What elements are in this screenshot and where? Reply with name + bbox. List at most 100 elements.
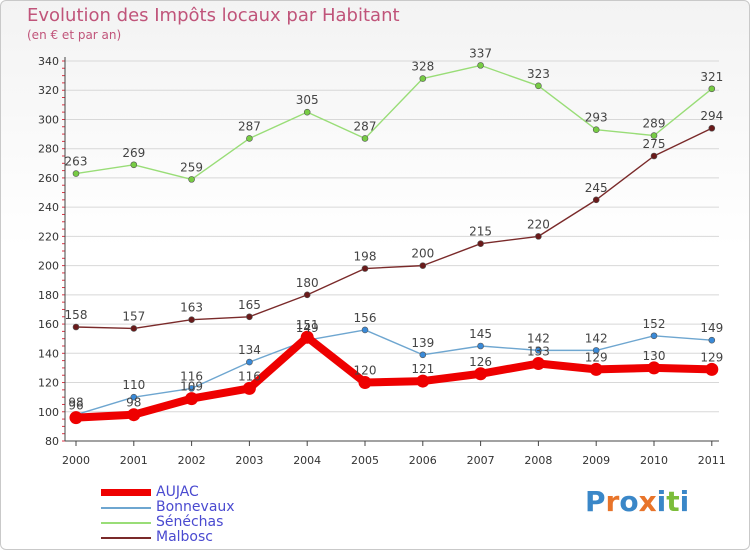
x-tick-label-2005: 2005: [351, 454, 379, 467]
data-label-malbosc-2010: 275: [643, 137, 666, 151]
point-malbosc-2000: [72, 323, 80, 331]
data-label-aujac-2006: 121: [411, 362, 434, 376]
point-se-ne-chas-2001: [130, 161, 138, 169]
data-label-aujac-2004: 151: [296, 318, 319, 332]
legend-swatch: [101, 506, 151, 509]
data-label-aujac-2003: 116: [238, 369, 261, 383]
point-malbosc-2002: [188, 316, 195, 323]
point-aujac-2004: [300, 330, 314, 344]
y-tick-label-100: 100: [38, 406, 59, 419]
logo-letter: x: [638, 485, 657, 518]
point-malbosc-2007: [477, 240, 484, 247]
data-label-se-ne-chas-2008: 323: [527, 67, 550, 81]
data-label-malbosc-2000: 158: [65, 308, 88, 322]
point-malbosc-2004: [303, 291, 311, 299]
data-label-aujac-2001: 98: [126, 396, 141, 410]
chart-title: Evolution des Impôts locaux par Habitant: [27, 5, 400, 26]
data-label-malbosc-2008: 220: [527, 217, 550, 231]
point-bonnevaux-2007: [477, 342, 484, 350]
point-bonnevaux-2010: [650, 332, 658, 340]
logo-letter: i: [656, 485, 667, 518]
data-label-se-ne-chas-2005: 287: [354, 119, 377, 133]
point-se-ne-chas-2006: [419, 75, 427, 82]
data-label-bonnevaux-2009: 142: [585, 331, 608, 345]
data-label-se-ne-chas-2000: 263: [65, 155, 88, 169]
point-malbosc-2005: [361, 265, 369, 272]
data-label-aujac-2000: 96: [68, 399, 83, 413]
data-label-aujac-2009: 129: [585, 350, 608, 364]
logo-letter: i: [679, 485, 690, 518]
data-label-bonnevaux-2003: 134: [238, 343, 261, 357]
x-tick-label-2008: 2008: [524, 454, 552, 467]
point-se-ne-chas-2003: [246, 135, 253, 142]
data-label-se-ne-chas-2004: 305: [296, 93, 319, 107]
point-se-ne-chas-2010: [650, 132, 658, 139]
data-label-se-ne-chas-2010: 289: [643, 117, 666, 131]
point-se-ne-chas-2009: [592, 126, 600, 133]
point-se-ne-chas-2005: [361, 135, 369, 142]
point-aujac-2010: [647, 361, 661, 375]
x-tick-label-2007: 2007: [467, 454, 495, 467]
point-aujac-2008: [531, 357, 545, 371]
data-label-malbosc-2001: 157: [122, 309, 145, 323]
x-tick-label-2004: 2004: [293, 454, 321, 467]
logo-letter: o: [619, 485, 639, 518]
legend-swatch: [101, 536, 151, 539]
y-tick-label-220: 220: [38, 230, 59, 243]
x-tick-label-2000: 2000: [62, 454, 90, 467]
y-tick-label-140: 140: [38, 347, 59, 360]
point-se-ne-chas-2002: [188, 176, 195, 183]
logo-letter: t: [666, 485, 680, 518]
y-tick-label-120: 120: [38, 377, 59, 390]
legend-label: Sénéchas: [156, 514, 224, 530]
y-tick-label-80: 80: [45, 435, 59, 448]
legend-item: Bonnevaux: [101, 500, 235, 515]
point-bonnevaux-2008: [535, 347, 542, 354]
x-tick-label-2009: 2009: [582, 454, 610, 467]
point-aujac-2006: [416, 374, 430, 388]
point-aujac-2009: [589, 362, 603, 376]
data-label-malbosc-2009: 245: [585, 181, 608, 195]
data-label-se-ne-chas-2002: 259: [180, 160, 203, 174]
data-label-malbosc-2002: 163: [180, 301, 203, 315]
logo-letter: r: [605, 485, 620, 518]
data-label-se-ne-chas-2003: 287: [238, 119, 261, 133]
point-aujac-2002: [185, 392, 199, 406]
series-line-bonnevaux: [75, 329, 713, 416]
y-tick-label-320: 320: [38, 84, 59, 97]
point-aujac-2011: [705, 362, 719, 376]
point-aujac-2003: [242, 381, 256, 395]
series-line-se-ne-chas: [75, 64, 713, 181]
point-se-ne-chas-2000: [72, 170, 80, 177]
data-label-aujac-2007: 126: [469, 355, 492, 369]
point-bonnevaux-2003: [246, 358, 253, 366]
point-bonnevaux-2005: [361, 326, 369, 334]
data-label-se-ne-chas-2009: 293: [585, 111, 608, 125]
data-label-se-ne-chas-2007: 337: [469, 46, 492, 60]
data-label-bonnevaux-2001: 110: [122, 378, 145, 392]
legend-label: Bonnevaux: [156, 499, 235, 515]
point-malbosc-2008: [535, 233, 542, 240]
data-label-bonnevaux-2002: 116: [180, 369, 203, 383]
legend-item: Sénéchas: [101, 515, 235, 530]
chart-subtitle: (en € et par an): [27, 28, 122, 42]
data-label-se-ne-chas-2011: 321: [700, 70, 723, 84]
y-tick-label-200: 200: [38, 260, 59, 273]
y-tick-label-300: 300: [38, 113, 59, 126]
point-aujac-2007: [474, 367, 488, 381]
y-tick-label-180: 180: [38, 289, 59, 302]
y-tick-label-340: 340: [38, 55, 59, 68]
data-label-malbosc-2006: 200: [411, 247, 434, 261]
point-se-ne-chas-2011: [708, 85, 716, 93]
legend-item: AUJAC: [101, 485, 235, 500]
data-label-aujac-2008: 133: [527, 345, 550, 359]
data-label-aujac-2010: 130: [643, 349, 666, 363]
data-label-aujac-2002: 109: [180, 380, 203, 394]
series-line-aujac: [72, 333, 716, 422]
data-label-bonnevaux-2006: 139: [411, 336, 434, 350]
x-tick-label-2003: 2003: [235, 454, 263, 467]
point-se-ne-chas-2008: [535, 82, 542, 90]
data-label-malbosc-2004: 180: [296, 276, 319, 290]
data-label-malbosc-2011: 294: [700, 109, 723, 123]
